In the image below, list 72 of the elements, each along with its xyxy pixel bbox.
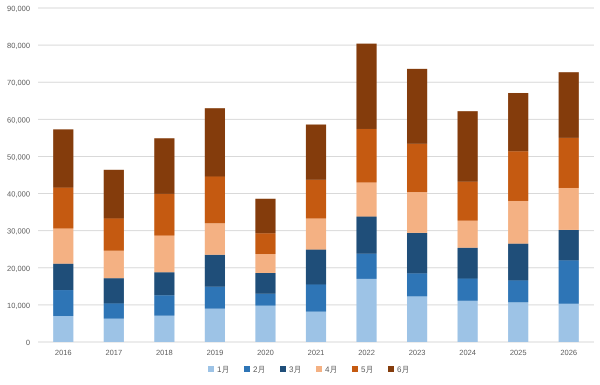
legend-label: 5月 bbox=[361, 365, 374, 374]
bar bbox=[508, 200, 528, 244]
bar bbox=[204, 254, 226, 287]
bar bbox=[508, 92, 528, 152]
bar bbox=[104, 303, 124, 319]
bar bbox=[154, 235, 174, 272]
bar bbox=[255, 233, 276, 254]
bar bbox=[458, 111, 478, 182]
bar bbox=[458, 278, 478, 301]
legend-label: 2月 bbox=[253, 365, 266, 374]
bar bbox=[306, 218, 326, 250]
bar bbox=[458, 182, 478, 221]
bar bbox=[53, 316, 74, 342]
bar bbox=[458, 300, 478, 342]
bar bbox=[558, 260, 579, 304]
bar bbox=[558, 138, 579, 188]
bar bbox=[406, 232, 428, 274]
bar bbox=[406, 144, 428, 192]
bar bbox=[104, 218, 124, 251]
bar bbox=[104, 170, 124, 218]
bar bbox=[53, 228, 74, 264]
bar bbox=[53, 129, 74, 188]
bar bbox=[356, 182, 377, 217]
bar bbox=[104, 250, 124, 278]
legend-label: 4月 bbox=[325, 365, 338, 374]
bar bbox=[356, 254, 377, 279]
bar bbox=[154, 272, 174, 296]
bar bbox=[53, 290, 74, 316]
bar bbox=[154, 295, 174, 316]
bar bbox=[558, 188, 579, 230]
bar bbox=[406, 68, 428, 144]
bar bbox=[356, 216, 377, 254]
bar bbox=[508, 280, 528, 302]
bar bbox=[558, 230, 579, 260]
bar bbox=[204, 223, 226, 255]
bar bbox=[255, 294, 276, 306]
bar bbox=[356, 44, 377, 129]
bar bbox=[104, 318, 124, 342]
bar bbox=[406, 273, 428, 296]
bar bbox=[306, 124, 326, 180]
bar bbox=[204, 176, 226, 224]
bar bbox=[406, 192, 428, 233]
bar bbox=[154, 138, 174, 194]
bar bbox=[104, 278, 124, 304]
bar bbox=[508, 302, 528, 342]
bar bbox=[356, 128, 377, 182]
bar bbox=[255, 254, 276, 273]
bar bbox=[406, 296, 428, 342]
bar bbox=[154, 194, 174, 236]
bar bbox=[508, 244, 528, 280]
bar bbox=[204, 308, 226, 342]
bar bbox=[53, 188, 74, 228]
bar bbox=[558, 72, 579, 138]
bar bbox=[255, 306, 276, 342]
legend-label: 6月 bbox=[397, 365, 410, 374]
legend-label: 1月 bbox=[217, 365, 230, 374]
bar bbox=[53, 264, 74, 290]
bar bbox=[508, 151, 528, 201]
bar bbox=[458, 248, 478, 279]
bar bbox=[204, 286, 226, 309]
bar bbox=[306, 250, 326, 284]
legend-label: 3月 bbox=[289, 365, 302, 374]
bar bbox=[356, 278, 377, 342]
bar bbox=[204, 108, 226, 176]
bar bbox=[306, 312, 326, 342]
bar bbox=[154, 316, 174, 342]
bar bbox=[255, 198, 276, 234]
bar bbox=[558, 304, 579, 342]
bar bbox=[255, 272, 276, 294]
bar bbox=[306, 284, 326, 312]
bar bbox=[458, 220, 478, 248]
bar bbox=[306, 180, 326, 218]
